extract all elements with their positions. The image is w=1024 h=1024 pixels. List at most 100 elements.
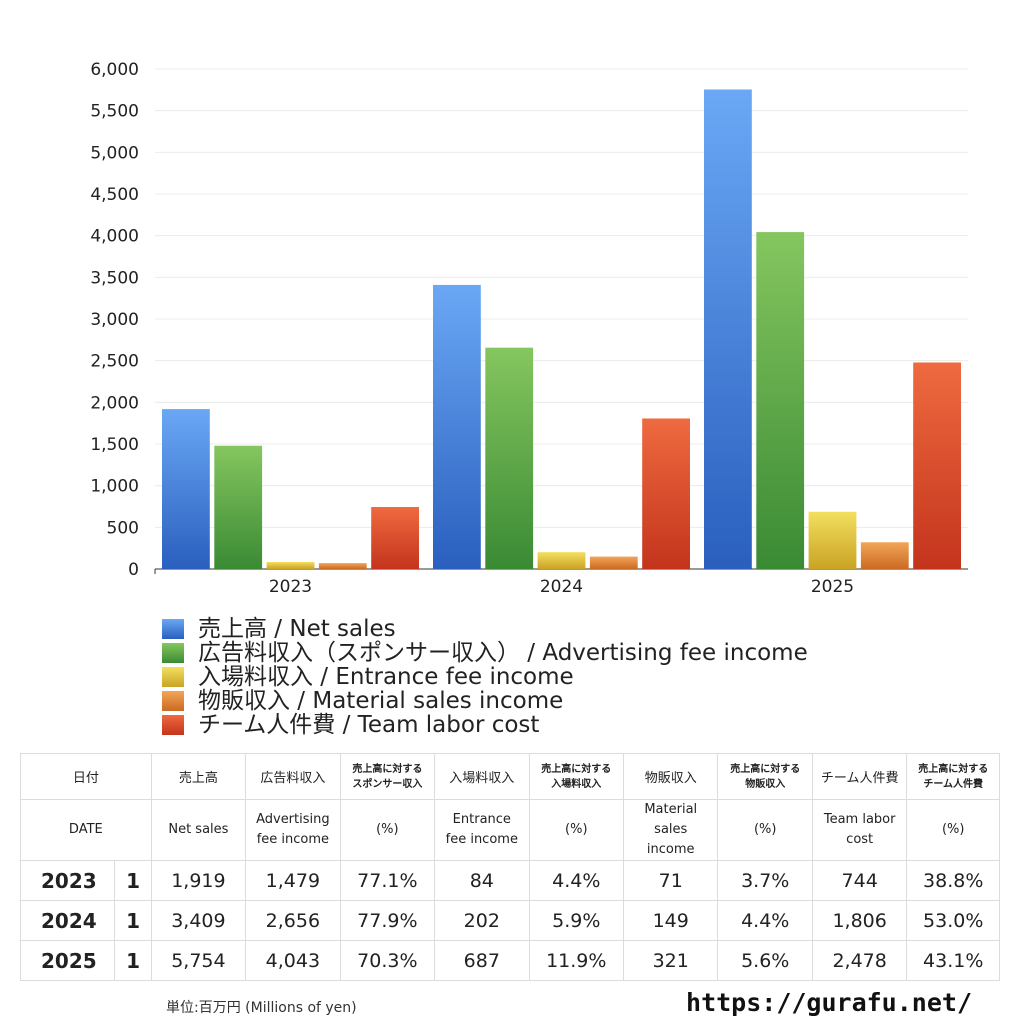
table-cell: 321 (622, 940, 719, 981)
table-cell: 38.8% (906, 860, 1000, 901)
row-year: 2024 (19, 900, 115, 941)
table-cell: 4.4% (528, 860, 625, 901)
row-quarter: 1 (114, 900, 152, 941)
legend-item: チーム人件費 / Team labor cost (162, 713, 808, 737)
bar-2024-series-4 (642, 418, 690, 569)
legend-item: 物販収入 / Material sales income (162, 689, 808, 713)
table-cell: 1,806 (811, 900, 908, 941)
table-cell: 43.1% (906, 940, 1000, 981)
header-jp-cell: チーム人件費 (811, 753, 908, 800)
site-url[interactable]: https://gurafu.net/ (686, 988, 972, 1017)
legend-label: 物販収入 / Material sales income (198, 688, 564, 714)
y-tick-label: 5,000 (90, 143, 139, 163)
x-tick-label: 2025 (811, 577, 854, 597)
header-jp-cell: 物販収入 (622, 753, 719, 800)
table-cell: 5.9% (528, 900, 625, 941)
y-tick-label: 5,500 (90, 102, 139, 122)
bars (162, 89, 961, 570)
table-cell: 77.1% (339, 860, 436, 901)
header-en-cell: Advertising fee income (245, 799, 341, 861)
header-jp-cell: 売上高に対する スポンサー収入 (339, 753, 436, 800)
header-en-cell: Net sales (150, 799, 247, 861)
table-cell: 5.6% (717, 940, 813, 981)
header-jp-cell: 売上高に対する 物販収入 (717, 753, 813, 800)
header-en-cell: Entrance fee income (434, 799, 530, 861)
header-jp-cell: 売上高に対する チーム人件費 (906, 753, 1000, 800)
header-en-cell: Team labor cost (811, 799, 908, 861)
table-cell: 3,409 (150, 900, 247, 941)
bar-2024-series-0 (433, 284, 481, 569)
bar-2023-series-4 (371, 507, 419, 569)
legend-label: 広告料収入（スポンサー収入） / Advertising fee income (198, 640, 808, 666)
row-quarter: 1 (114, 940, 152, 981)
unit-note: 単位:百万円 (Millions of yen) (166, 1000, 357, 1016)
row-year: 2025 (19, 940, 115, 981)
table-cell: 3.7% (717, 860, 813, 901)
table-cell: 687 (434, 940, 530, 981)
y-tick-label: 2,500 (90, 352, 139, 372)
bar-2025-series-4 (913, 362, 961, 569)
bar-chart: 0 500 1,000 1,500 2,000 2,500 3,000 3,500 4,000 4… (90, 60, 968, 597)
legend: 売上高 / Net sales 広告料収入（スポンサー収入） / Advertis… (162, 617, 808, 737)
table-header-jp: 日付 売上高 広告料収入 売上高に対する スポンサー収入 入場料収入 売上高に対する 入場料収… (20, 753, 1000, 800)
legend-swatch (162, 619, 184, 639)
table-cell: 77.9% (339, 900, 436, 941)
table-header-en: DATE Net sales Advertising fee income (%) Ent… (20, 799, 1000, 861)
table-cell: 202 (434, 900, 530, 941)
y-axis-ticks: 0 500 1,000 1,500 2,000 2,500 3,000 3,500 4,000 4… (90, 60, 139, 580)
table-cell: 53.0% (906, 900, 1000, 941)
legend-label: 売上高 / Net sales (198, 616, 396, 642)
header-en-cell: (%) (528, 799, 625, 861)
table-cell: 70.3% (339, 940, 436, 981)
bar-2023-series-2 (266, 562, 315, 569)
table-cell: 2,656 (245, 900, 341, 941)
header-en-cell: (%) (906, 799, 1000, 861)
header-en-cell: DATE (20, 799, 152, 861)
y-tick-label: 3,500 (90, 268, 139, 288)
table-row: 2025 1 5,754 4,043 70.3% 687 11.9% 321 5.6% 2,478… (19, 940, 1000, 981)
table-cell: 4,043 (245, 940, 341, 981)
table-cell: 744 (811, 860, 908, 901)
table-row: 2024 1 3,409 2,656 77.9% 202 5.9% 149 4.4% 1,806 5… (19, 900, 1000, 941)
data-table: 日付 売上高 広告料収入 売上高に対する スポンサー収入 入場料収入 売上高に対する 入場料収… (19, 753, 1000, 981)
table-cell: 11.9% (528, 940, 625, 981)
y-tick-label: 4,500 (90, 185, 139, 205)
table-cell: 84 (434, 860, 530, 901)
header-jp-cell: 売上高 (150, 753, 247, 800)
bar-2025-series-0 (704, 89, 752, 569)
header-jp-cell: 日付 (20, 753, 152, 800)
x-axis-ticks: 2023 2024 2025 (269, 577, 854, 597)
y-tick-label: 2,000 (90, 393, 139, 413)
y-tick-label: 4,000 (90, 227, 139, 247)
table-cell: 2,478 (811, 940, 908, 981)
bar-2023-series-0 (162, 409, 210, 569)
bar-2025-series-2 (808, 511, 857, 569)
legend-item: 入場料収入 / Entrance fee income (162, 665, 808, 689)
table-cell: 1,919 (150, 860, 247, 901)
bar-2025-series-3 (860, 542, 909, 569)
legend-item: 売上高 / Net sales (162, 617, 808, 641)
legend-label: 入場料収入 / Entrance fee income (198, 664, 574, 690)
x-tick-label: 2023 (269, 577, 312, 597)
legend-label: チーム人件費 / Team labor cost (198, 712, 540, 738)
table-cell: 71 (622, 860, 719, 901)
table-row: 2023 1 1,919 1,479 77.1% 84 4.4% 71 3.7% 744 38.8% (19, 860, 1000, 901)
bar-2024-series-3 (589, 556, 638, 569)
table-cell: 5,754 (150, 940, 247, 981)
bar-2024-series-1 (485, 347, 534, 569)
header-en-cell: (%) (339, 799, 436, 861)
header-jp-cell: 入場料収入 (434, 753, 530, 800)
x-tick-label: 2024 (540, 577, 583, 597)
table-cell: 4.4% (717, 900, 813, 941)
y-tick-label: 0 (128, 560, 139, 580)
legend-swatch (162, 667, 184, 687)
legend-swatch (162, 643, 184, 663)
bar-2024-series-2 (537, 552, 586, 569)
y-tick-label: 1,500 (90, 435, 139, 455)
header-en-cell: (%) (717, 799, 813, 861)
bar-2023-series-3 (318, 563, 367, 569)
header-en-cell: Material sales income (622, 799, 719, 861)
legend-item: 広告料収入（スポンサー収入） / Advertising fee income (162, 641, 808, 665)
row-quarter: 1 (114, 860, 152, 901)
table-cell: 149 (622, 900, 719, 941)
